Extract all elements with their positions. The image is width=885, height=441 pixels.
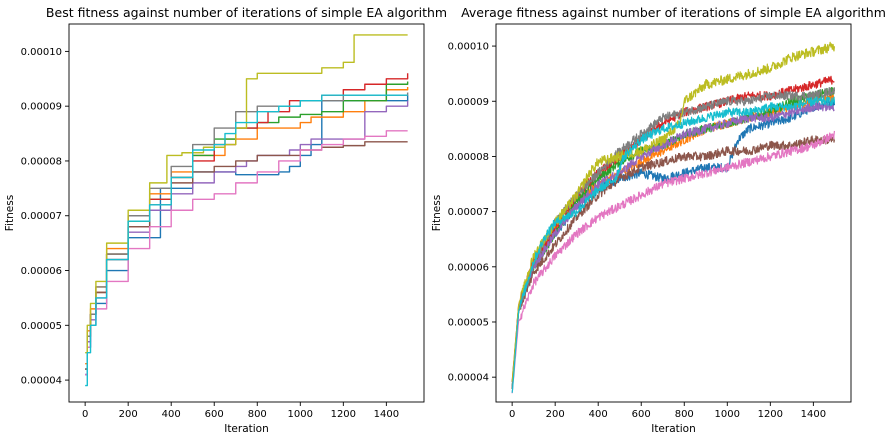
y-tick-label: 0.00006: [21, 266, 62, 277]
x-tick-label: 0: [82, 409, 88, 420]
series-line-8: [85, 34, 408, 354]
x-tick-label: 400: [589, 409, 608, 420]
best-fitness-chart: Best fitness against number of iteration…: [4, 5, 447, 435]
series-line-7: [511, 87, 836, 388]
y-tick-label: 0.00005: [448, 317, 489, 328]
y-tick-label: 0.00006: [448, 262, 489, 273]
x-tick-label: 400: [162, 409, 181, 420]
x-tick-label: 600: [632, 409, 651, 420]
plot-area: [85, 34, 409, 387]
y-tick-label: 0.00004: [448, 373, 489, 384]
series-line-0: [85, 95, 409, 376]
chart-title: Best fitness against number of iteration…: [46, 5, 447, 20]
series-line-9: [85, 94, 408, 387]
series-line-6: [511, 130, 836, 394]
axes-frame: [495, 23, 852, 403]
x-tick-label: 1200: [331, 409, 356, 420]
plot-area: [511, 41, 836, 394]
y-tick-label: 0.00008: [448, 152, 489, 163]
series-line-9: [511, 96, 836, 393]
y-axis-label: Fitness: [431, 195, 443, 231]
x-tick-label: 1400: [801, 409, 826, 420]
series-line-5: [85, 141, 408, 370]
x-tick-label: 600: [205, 409, 224, 420]
y-tick-label: 0.00009: [21, 102, 62, 113]
average-fitness-chart: Average fitness against number of iterat…: [431, 5, 885, 435]
series-line-5: [511, 135, 836, 389]
series-line-6: [85, 130, 408, 376]
axes-frame: [68, 23, 425, 403]
series-line-8: [511, 41, 836, 382]
y-tick-label: 0.00005: [21, 321, 62, 332]
y-tick-label: 0.00010: [21, 47, 62, 58]
y-tick-label: 0.00007: [448, 207, 489, 218]
x-tick-label: 200: [546, 409, 565, 420]
y-tick-label: 0.00004: [21, 376, 62, 387]
x-axis-label: Iteration: [651, 423, 696, 435]
x-tick-label: 800: [675, 409, 694, 420]
x-tick-label: 1400: [374, 409, 399, 420]
x-tick-label: 1200: [758, 409, 783, 420]
x-tick-label: 0: [509, 409, 515, 420]
y-tick-label: 0.00010: [448, 42, 489, 53]
x-tick-label: 1000: [715, 409, 740, 420]
series-line-7: [85, 92, 409, 370]
y-tick-label: 0.00008: [21, 156, 62, 167]
y-axis-label: Fitness: [4, 195, 16, 231]
y-tick-label: 0.00009: [448, 97, 489, 108]
x-tick-label: 1000: [288, 409, 313, 420]
x-axis-label: Iteration: [224, 423, 269, 435]
y-tick-label: 0.00007: [21, 211, 62, 222]
x-tick-label: 200: [119, 409, 138, 420]
chart-title: Average fitness against number of iterat…: [461, 5, 885, 20]
x-tick-label: 800: [248, 409, 267, 420]
